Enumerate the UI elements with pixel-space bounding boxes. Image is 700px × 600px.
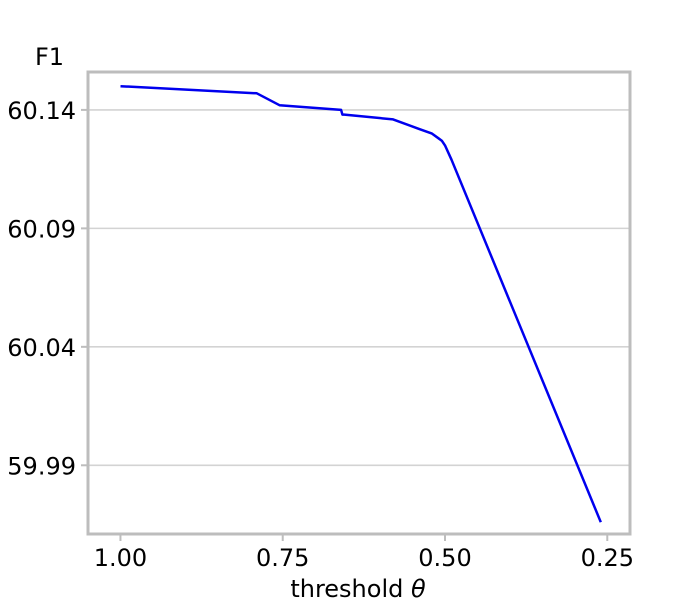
x-tick-label: 0.50	[418, 544, 471, 572]
x-axis-label-symbol: θ	[411, 575, 426, 600]
y-axis-label: F1	[35, 43, 64, 71]
x-axis-ticks: 1.00 0.75 0.50 0.25	[94, 534, 634, 572]
series-line	[120, 84, 602, 523]
x-tick-label: 0.75	[256, 544, 309, 572]
x-axis-label: threshold θ	[290, 575, 426, 600]
y-tick-label: 59.99	[7, 452, 76, 480]
y-tick-label: 60.04	[7, 334, 76, 362]
plot-area	[120, 84, 602, 523]
gridlines	[88, 109, 630, 467]
x-axis-label-text: threshold	[290, 575, 411, 600]
y-tick-label: 60.14	[7, 97, 76, 125]
x-tick-label: 0.25	[581, 544, 634, 572]
y-axis-ticks: 59.99 60.04 60.09 60.14	[7, 97, 88, 480]
plot-frame	[86, 70, 632, 536]
y-tick-label: 60.09	[7, 215, 76, 243]
x-tick-label: 1.00	[94, 544, 147, 572]
